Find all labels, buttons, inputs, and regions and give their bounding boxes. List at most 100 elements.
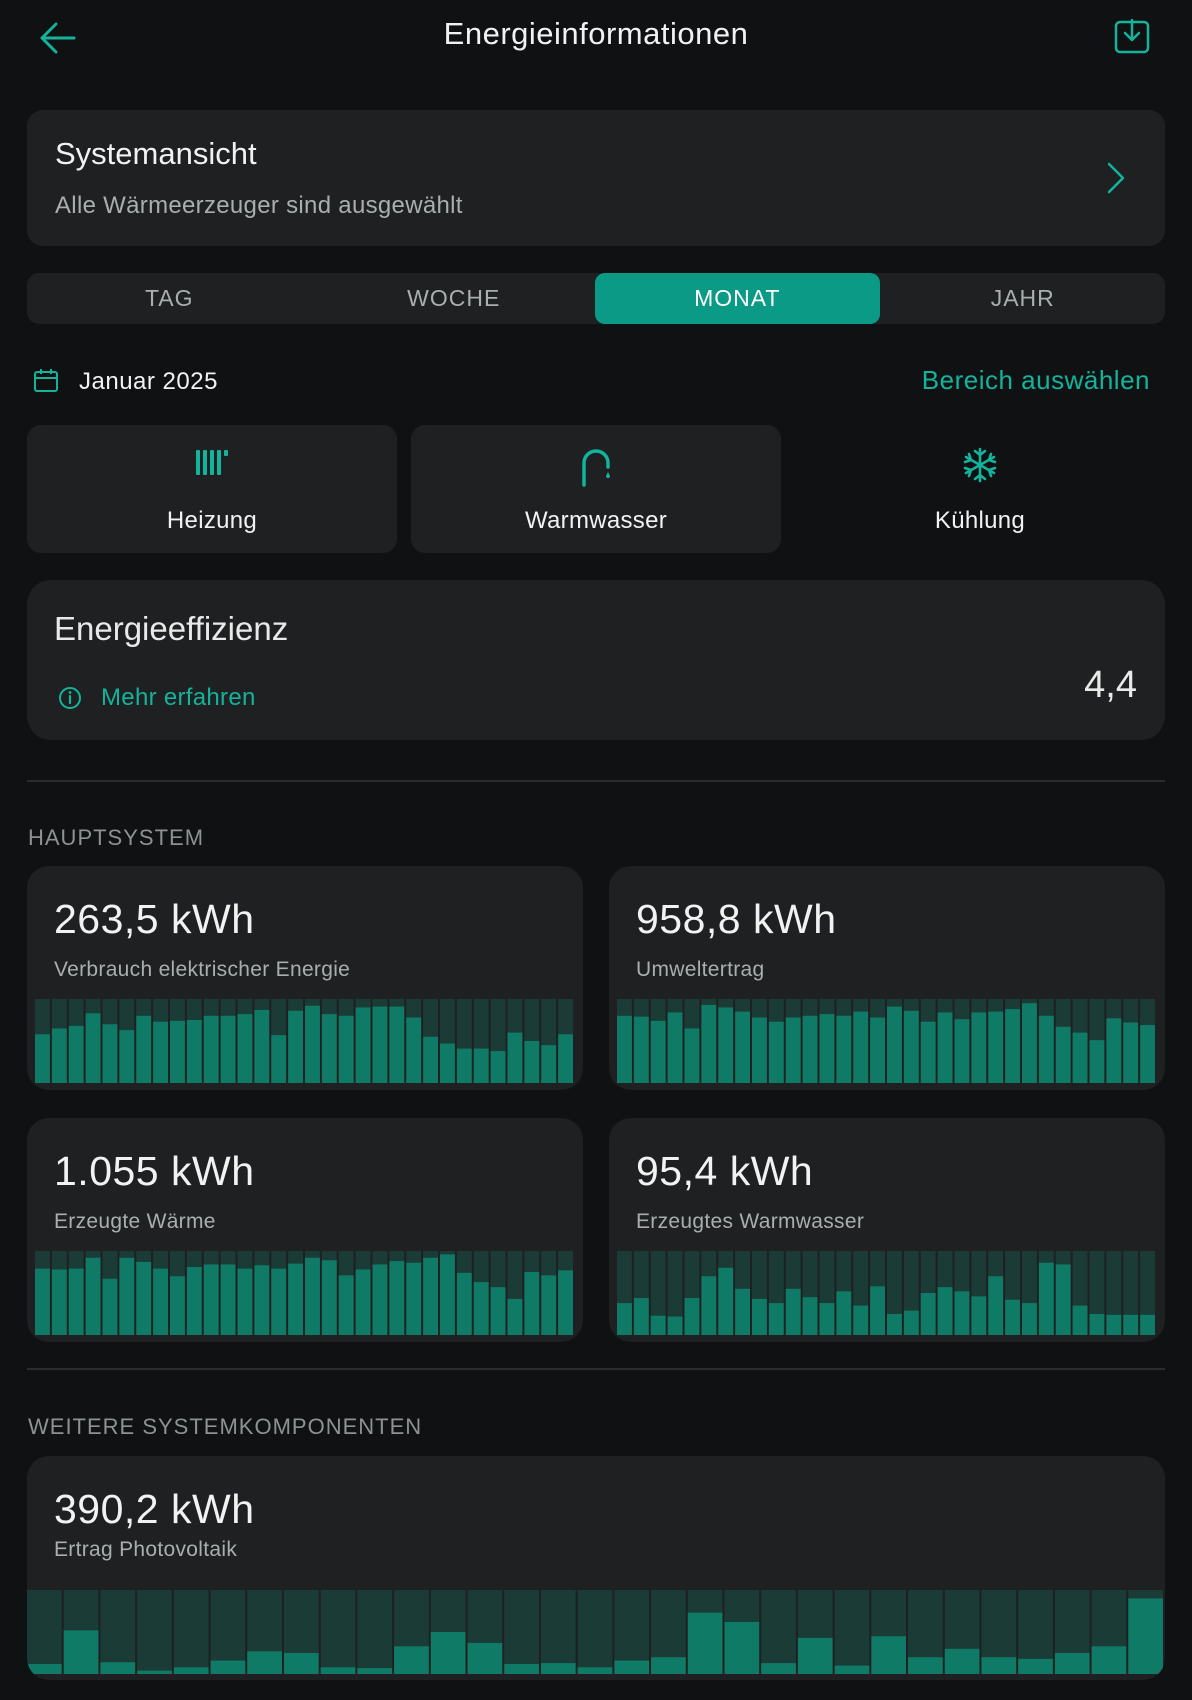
bar: [617, 1015, 632, 1083]
date-label[interactable]: Januar 2025: [79, 368, 218, 395]
tab-monat[interactable]: MONAT: [595, 273, 880, 324]
bar: [136, 1261, 152, 1335]
bar: [27, 1663, 62, 1674]
bar: [173, 1667, 209, 1674]
efficiency-card: Energieeffizienz Mehr erfahren 4,4: [27, 580, 1165, 740]
download-button[interactable]: [1112, 16, 1152, 58]
bar: [100, 1662, 136, 1674]
bar: [887, 1006, 902, 1083]
bar: [701, 1004, 717, 1083]
radiator-icon: [196, 450, 228, 475]
bar: [389, 1261, 405, 1335]
metric-card-generated-heat[interactable]: 1.055 kWh Erzeugte Wärme: [27, 1118, 583, 1342]
bar: [903, 1310, 919, 1335]
bar: [68, 1268, 84, 1335]
metric-label: Verbrauch elektrischer Energie: [54, 958, 351, 981]
bar: [870, 1017, 886, 1083]
bar: [490, 1051, 506, 1083]
tab-woche[interactable]: WOCHE: [407, 285, 501, 311]
bar: [355, 1269, 371, 1335]
chevron-right-icon: [1107, 162, 1125, 194]
bar-track: [577, 1590, 613, 1674]
bar: [85, 1257, 101, 1335]
mini-bar-chart: [35, 1251, 574, 1335]
bar: [321, 1014, 337, 1083]
bar-track: [173, 1590, 209, 1674]
metric-label: Erzeugte Wärme: [54, 1210, 216, 1233]
bar-track: [210, 1590, 246, 1674]
bar: [305, 1257, 320, 1335]
category-heizung-label: Heizung: [166, 507, 258, 534]
bar: [667, 1012, 683, 1083]
bar: [735, 1011, 751, 1083]
metric-card-environmental-yield[interactable]: 958,8 kWh Umweltertrag: [609, 866, 1165, 1090]
bar: [406, 1017, 422, 1083]
bar-track: [100, 1590, 136, 1674]
metric-card-pv-yield[interactable]: 390,2 kWh Ertrag Photovoltaik: [27, 1456, 1165, 1680]
bar: [735, 1288, 751, 1335]
bar: [650, 1020, 666, 1083]
metric-value: 958,8 kWh: [636, 896, 837, 942]
bar: [237, 1014, 253, 1083]
bar: [288, 1263, 304, 1335]
metric-card-electric-consumption[interactable]: 263,5 kWh Verbrauch elektrischer Energie: [27, 866, 583, 1090]
select-range-link[interactable]: Bereich auswählen: [921, 365, 1150, 395]
bar: [467, 1642, 503, 1674]
mini-bar-chart: [617, 999, 1156, 1083]
metric-label: Ertrag Photovoltaik: [54, 1538, 238, 1561]
bar-track: [650, 1251, 666, 1335]
page-title: Energieinformationen: [443, 16, 749, 51]
bar: [247, 1651, 282, 1674]
bar: [102, 1278, 118, 1335]
category-warmwasser[interactable]: Warmwasser: [411, 425, 781, 553]
metric-card-generated-hot-water[interactable]: 95,4 kWh Erzeugtes Warmwasser: [609, 1118, 1165, 1342]
bar: [1089, 1040, 1105, 1083]
bar: [684, 1028, 700, 1083]
snowflake-icon: [963, 447, 997, 483]
bar: [920, 1021, 936, 1083]
bar: [406, 1262, 422, 1335]
bar: [153, 1268, 169, 1335]
bar: [51, 1028, 67, 1083]
system-view-card[interactable]: Systemansicht Alle Wärmeerzeuger sind au…: [27, 110, 1165, 246]
bar: [650, 1315, 666, 1335]
bar: [853, 1011, 869, 1083]
bar-track: [1140, 1251, 1156, 1335]
bar: [687, 1612, 723, 1674]
bar: [321, 1260, 337, 1335]
bar-track: [540, 1590, 576, 1674]
bar: [1055, 1026, 1071, 1083]
bar: [1022, 1303, 1037, 1335]
bar-track: [27, 1590, 62, 1674]
bar: [338, 1015, 354, 1083]
bar: [338, 1275, 354, 1335]
bar: [170, 1276, 185, 1335]
bar: [802, 1015, 818, 1083]
bar-track: [137, 1590, 172, 1674]
bar: [35, 1034, 50, 1083]
tab-tag[interactable]: TAG: [144, 285, 194, 311]
category-heizung[interactable]: Heizung: [27, 425, 397, 553]
bar: [853, 1305, 869, 1335]
tab-jahr[interactable]: JAHR: [990, 285, 1055, 311]
bar: [667, 1316, 683, 1335]
bar-track: [1106, 1251, 1122, 1335]
section-label-main: HAUPTSYSTEM: [28, 825, 205, 850]
bar: [541, 1275, 557, 1335]
mini-bar-chart: [617, 1251, 1156, 1335]
learn-more-link[interactable]: Mehr erfahren: [101, 684, 256, 711]
bar: [507, 1298, 523, 1335]
bar: [119, 1257, 135, 1335]
back-button[interactable]: [36, 18, 80, 58]
bar: [1106, 1314, 1122, 1335]
category-kuehlung[interactable]: Kühlung: [795, 425, 1165, 553]
bar: [254, 1265, 270, 1335]
bar: [684, 1298, 700, 1335]
divider: [27, 1368, 1165, 1370]
bar: [423, 1257, 439, 1335]
water-tap-icon: [582, 449, 610, 487]
bar: [903, 1010, 919, 1083]
bar: [220, 1264, 236, 1335]
mini-bar-chart: [27, 1590, 1163, 1674]
bar: [614, 1660, 650, 1674]
